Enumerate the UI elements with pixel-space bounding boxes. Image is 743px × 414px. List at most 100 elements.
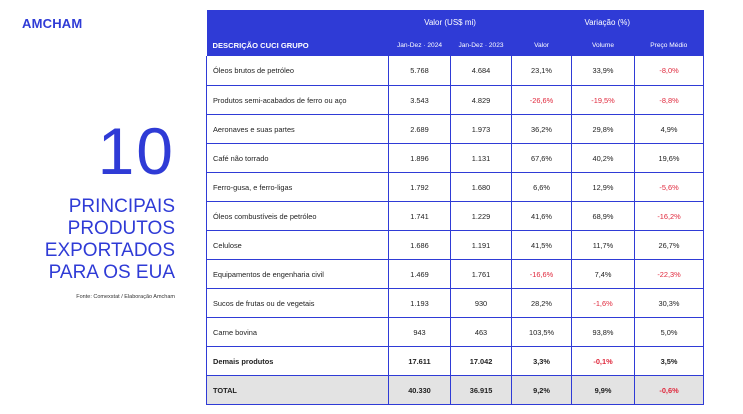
value-2024: 1.686 [388, 230, 451, 260]
variation-preco-medio: -22,3% [634, 259, 704, 289]
value-2023: 1.229 [449, 201, 512, 231]
value-2024: 943 [388, 317, 451, 347]
others-row: Demais produtos 17.611 17.042 3,3% -0,1% 3,5% [206, 346, 704, 376]
table-body: Óleos brutos de petróleo 5.768 4.684 23,1% 3… [206, 56, 704, 405]
table-row: Sucos de frutas ou de vegetais 1.193 930 28… [206, 288, 704, 318]
col-header-preco-medio: Preço Médio [650, 41, 688, 49]
value-2024: 2.689 [388, 114, 451, 144]
variation-valor: 3,3% [511, 346, 572, 376]
value-2023: 463 [449, 317, 512, 347]
variation-preco-medio: -5,6% [634, 172, 704, 202]
product-name: TOTAL [206, 375, 389, 405]
variation-preco-medio: -16,2% [634, 201, 704, 231]
column-header-row: DESCRIÇÃO CUCI GRUPO Jan-Dez · 2024 Jan-… [206, 34, 704, 56]
table-row: Óleos brutos de petróleo 5.768 4.684 23,1% 3… [206, 56, 704, 86]
value-2024: 40.330 [388, 375, 451, 405]
variation-volume: 68,9% [571, 201, 635, 231]
headline-line-3: EXPORTADOS [44, 240, 175, 261]
table-row: Produtos semi-acabados de ferro ou aço 3.… [206, 85, 704, 115]
variation-volume: 29,8% [571, 114, 635, 144]
variation-preco-medio: 30,3% [634, 288, 704, 318]
headline-line-2: PRODUTOS [67, 218, 175, 239]
value-2024: 1.792 [388, 172, 451, 202]
variation-valor: 28,2% [511, 288, 572, 318]
variation-preco-medio: 26,7% [634, 230, 704, 260]
value-2023: 1.680 [449, 172, 512, 202]
variation-preco-medio: -8,8% [634, 85, 704, 115]
table-row: Aeronaves e suas partes 2.689 1.973 36,2% 29… [206, 114, 704, 144]
value-2023: 930 [449, 288, 512, 318]
product-name: Óleos combustíveis de petróleo [206, 201, 389, 231]
variation-preco-medio: 5,0% [634, 317, 704, 347]
variation-valor: 41,6% [511, 201, 572, 231]
variation-volume: 11,7% [571, 230, 635, 260]
col-header-valor: Valor [534, 41, 549, 49]
table-row: Ferro-gusa, e ferro-ligas 1.792 1.680 6,6% 1… [206, 172, 704, 202]
product-name: Sucos de frutas ou de vegetais [206, 288, 389, 318]
col-header-volume: Volume [592, 41, 615, 49]
table-row: Café não torrado 1.896 1.131 67,6% 40,2% 19,6… [206, 143, 704, 173]
group-header-row: Valor (US$ mi) Variação (%) [206, 10, 704, 34]
product-name: Café não torrado [206, 143, 389, 173]
variation-valor: 67,6% [511, 143, 572, 173]
value-2024: 5.768 [388, 56, 451, 86]
amcham-logo: AMCHAM [22, 16, 83, 31]
variation-preco-medio: 19,6% [634, 143, 704, 173]
variation-valor: -16,6% [511, 259, 572, 289]
value-2023: 1.761 [449, 259, 512, 289]
variation-valor: -26,6% [511, 85, 572, 115]
value-2023: 4.829 [449, 85, 512, 115]
product-name: Ferro-gusa, e ferro-ligas [206, 172, 389, 202]
value-2024: 1.469 [388, 259, 451, 289]
variation-valor: 41,5% [511, 230, 572, 260]
value-2024: 1.193 [388, 288, 451, 318]
value-2023: 1.191 [449, 230, 512, 260]
col-header-descricao: DESCRIÇÃO CUCI GRUPO [212, 40, 309, 50]
col-header-2023: Jan-Dez · 2023 [458, 41, 504, 49]
variation-preco-medio: -8,0% [634, 56, 704, 86]
value-2023: 4.684 [449, 56, 512, 86]
value-2023: 1.131 [449, 143, 512, 173]
variation-volume: 40,2% [571, 143, 635, 173]
variation-volume: -1,6% [571, 288, 635, 318]
variation-volume: 93,8% [571, 317, 635, 347]
value-2023: 17.042 [449, 346, 512, 376]
variation-volume: 9,9% [571, 375, 635, 405]
variation-valor: 9,2% [511, 375, 572, 405]
header-valor-group: Valor (US$ mi) [424, 17, 476, 27]
exports-table: Valor (US$ mi) Variação (%) DESCRIÇÃO CU… [206, 10, 705, 405]
value-2024: 1.741 [388, 201, 451, 231]
variation-valor: 6,6% [511, 172, 572, 202]
product-name: Aeronaves e suas partes [206, 114, 389, 144]
source-label: Fonte: [76, 294, 94, 300]
variation-volume: 12,9% [571, 172, 635, 202]
variation-volume: 7,4% [571, 259, 635, 289]
header-variacao-group: Variação (%) [584, 17, 631, 27]
col-header-2024: Jan-Dez · 2024 [396, 41, 443, 49]
table-row: Óleos combustíveis de petróleo 1.741 1.229… [206, 201, 704, 231]
header-empty [207, 10, 389, 34]
product-name: Demais produtos [206, 346, 389, 376]
source-note: Fonte: Comexstat / Elaboração Amcham [76, 294, 175, 300]
variation-valor: 36,2% [511, 114, 572, 144]
total-row: TOTAL 40.330 36.915 9,2% 9,9% -0,6% [206, 375, 704, 405]
variation-volume: 33,9% [571, 56, 635, 86]
variation-preco-medio: 3,5% [634, 346, 704, 376]
table-row: Celulose 1.686 1.191 41,5% 11,7% 26,7% [206, 230, 704, 260]
value-2023: 36.915 [449, 375, 512, 405]
product-name: Produtos semi-acabados de ferro ou aço [206, 85, 389, 115]
headline-line-4: PARA OS EUA [48, 262, 175, 283]
variation-volume: -19,5% [571, 85, 635, 115]
value-2023: 1.973 [449, 114, 512, 144]
variation-valor: 103,5% [511, 317, 572, 347]
variation-valor: 23,1% [511, 56, 572, 86]
source-text: Comexstat / Elaboração Amcham [93, 294, 175, 300]
variation-volume: -0,1% [571, 346, 635, 376]
product-name: Óleos brutos de petróleo [206, 56, 389, 86]
table-row: Carne bovina 943 463 103,5% 93,8% 5,0% [206, 317, 704, 347]
value-2024: 17.611 [388, 346, 451, 376]
variation-preco-medio: -0,6% [634, 375, 704, 405]
value-2024: 1.896 [388, 143, 451, 173]
product-name: Carne bovina [206, 317, 389, 347]
headline: PRINCIPAIS PRODUTOS EXPORTADOS PARA OS E… [5, 196, 175, 284]
